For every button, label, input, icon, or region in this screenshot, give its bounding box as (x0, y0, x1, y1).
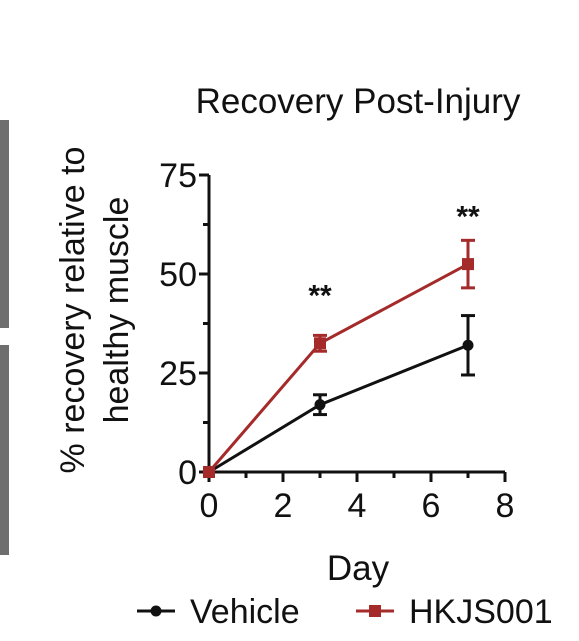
y-tick-label: 50 (159, 256, 197, 294)
x-axis-label: Day (327, 549, 390, 588)
legend-vehicle-label: Vehicle (190, 593, 300, 631)
legend-hkjs001-marker (369, 605, 381, 617)
legend-hkjs001-label: HKJS001 (409, 593, 553, 631)
vehicle-line (208, 343, 469, 474)
hkjs001-line (207, 262, 469, 473)
y-axis-label: % recovery relative to healthy muscle (54, 147, 136, 474)
y-axis-label-line-2: healthy muscle (98, 197, 136, 424)
x-tick-label: 2 (274, 487, 293, 525)
y-axis-label-line-1: % recovery relative to (54, 147, 92, 474)
x-tick-label: 8 (496, 487, 515, 525)
legend-vehicle-marker (150, 605, 162, 617)
vehicle-point (314, 399, 326, 411)
hkjs001-point (462, 258, 474, 271)
hkjs001-point (314, 337, 326, 350)
x-tick-label: 6 (422, 487, 441, 525)
legend: Vehicle HKJS001 (137, 593, 553, 631)
significance-annotation: ** (308, 280, 332, 313)
annotations: ** ** (308, 200, 480, 312)
x-tick-label: 0 (200, 487, 219, 525)
left-edge-bar-top (0, 120, 9, 328)
vehicle-point (462, 339, 474, 351)
chart-title: Recovery Post-Injury (196, 82, 521, 121)
y-tick-label: 0 (178, 454, 197, 492)
hkjs001-point (203, 466, 215, 478)
left-edge-bar-bottom (0, 345, 9, 555)
x-tick-label: 4 (348, 487, 367, 525)
y-tick-label: 75 (159, 157, 197, 195)
significance-annotation: ** (456, 200, 480, 233)
axes: 0 25 50 75 0 2 4 6 8 (159, 157, 514, 525)
y-tick-label: 25 (159, 355, 197, 393)
series-group (203, 238, 475, 478)
